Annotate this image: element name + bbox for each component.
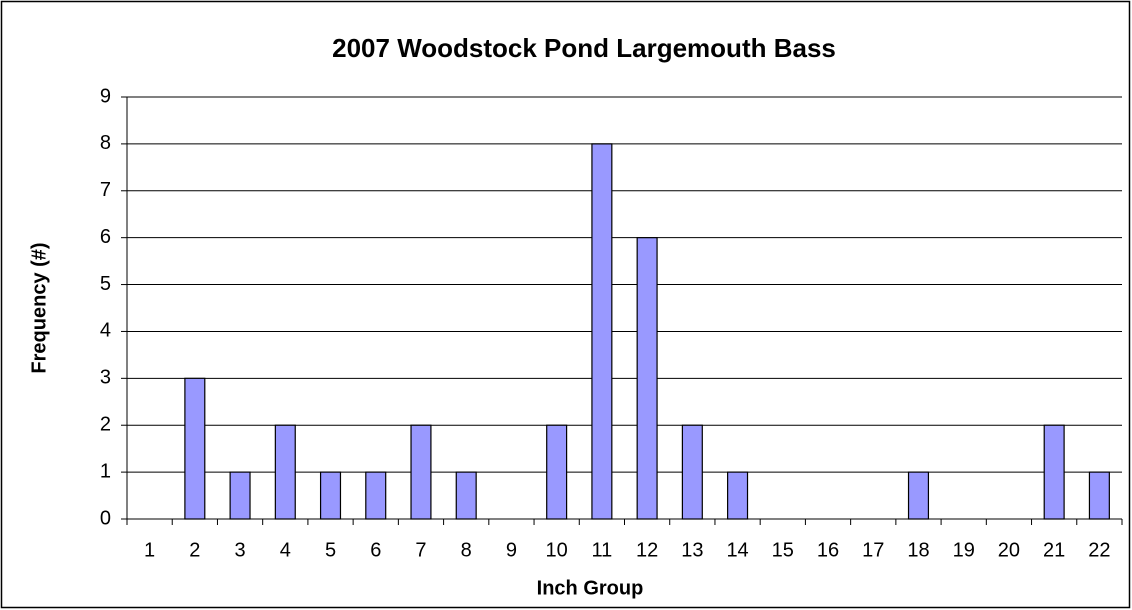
x-tick-label: 14 (726, 539, 748, 561)
bar (907, 471, 930, 520)
x-tick-label: 12 (636, 539, 658, 561)
y-tick-label: 9 (100, 85, 111, 107)
x-tick-label: 5 (325, 539, 336, 561)
x-tick-label: 2 (189, 539, 200, 561)
x-tick-label: 13 (681, 539, 703, 561)
x-tick-label: 19 (953, 539, 975, 561)
bar (274, 424, 296, 520)
x-axis-title: Inch Group (537, 577, 644, 599)
y-tick-label: 2 (100, 414, 111, 436)
y-tick-label: 6 (100, 226, 111, 248)
bar (365, 471, 387, 520)
y-tick-label: 7 (100, 179, 111, 201)
x-tick-label: 11 (592, 539, 613, 561)
x-tick-label: 9 (506, 539, 517, 561)
bar (319, 471, 342, 520)
bar (1088, 471, 1110, 520)
x-tick-label: 8 (461, 539, 472, 561)
chart-title: 2007 Woodstock Pond Largemouth Bass (332, 33, 836, 63)
y-axis-title: Frequency (#) (28, 242, 50, 373)
x-tick-label: 21 (1043, 539, 1065, 561)
bar (1043, 424, 1065, 520)
x-tick-label: 16 (817, 539, 839, 561)
x-tick-label: 6 (370, 539, 381, 561)
x-tick-label: 1 (144, 539, 155, 561)
y-tick-label: 8 (100, 132, 111, 154)
y-tick-label: 0 (100, 507, 111, 529)
x-tick-label: 10 (546, 539, 568, 561)
x-tick-label: 4 (280, 539, 291, 561)
bar (184, 377, 206, 520)
bar (727, 471, 749, 520)
x-tick-label: 17 (862, 539, 884, 561)
y-tick-label: 4 (100, 320, 111, 342)
x-tick-label: 15 (772, 539, 794, 561)
x-tick-label: 22 (1088, 539, 1110, 561)
x-tick-label: 20 (998, 539, 1020, 561)
bar (681, 424, 703, 520)
x-tick-label: 7 (415, 539, 426, 561)
y-tick-label: 3 (100, 367, 111, 389)
bar (455, 471, 477, 520)
y-tick-label: 1 (100, 460, 111, 482)
y-tick-label: 5 (100, 273, 111, 295)
bar (229, 471, 251, 520)
x-tick-label: 3 (235, 539, 246, 561)
bar (546, 424, 568, 520)
bar (636, 237, 658, 520)
bar (591, 143, 613, 520)
bar (410, 424, 432, 520)
x-tick-label: 18 (907, 539, 929, 561)
